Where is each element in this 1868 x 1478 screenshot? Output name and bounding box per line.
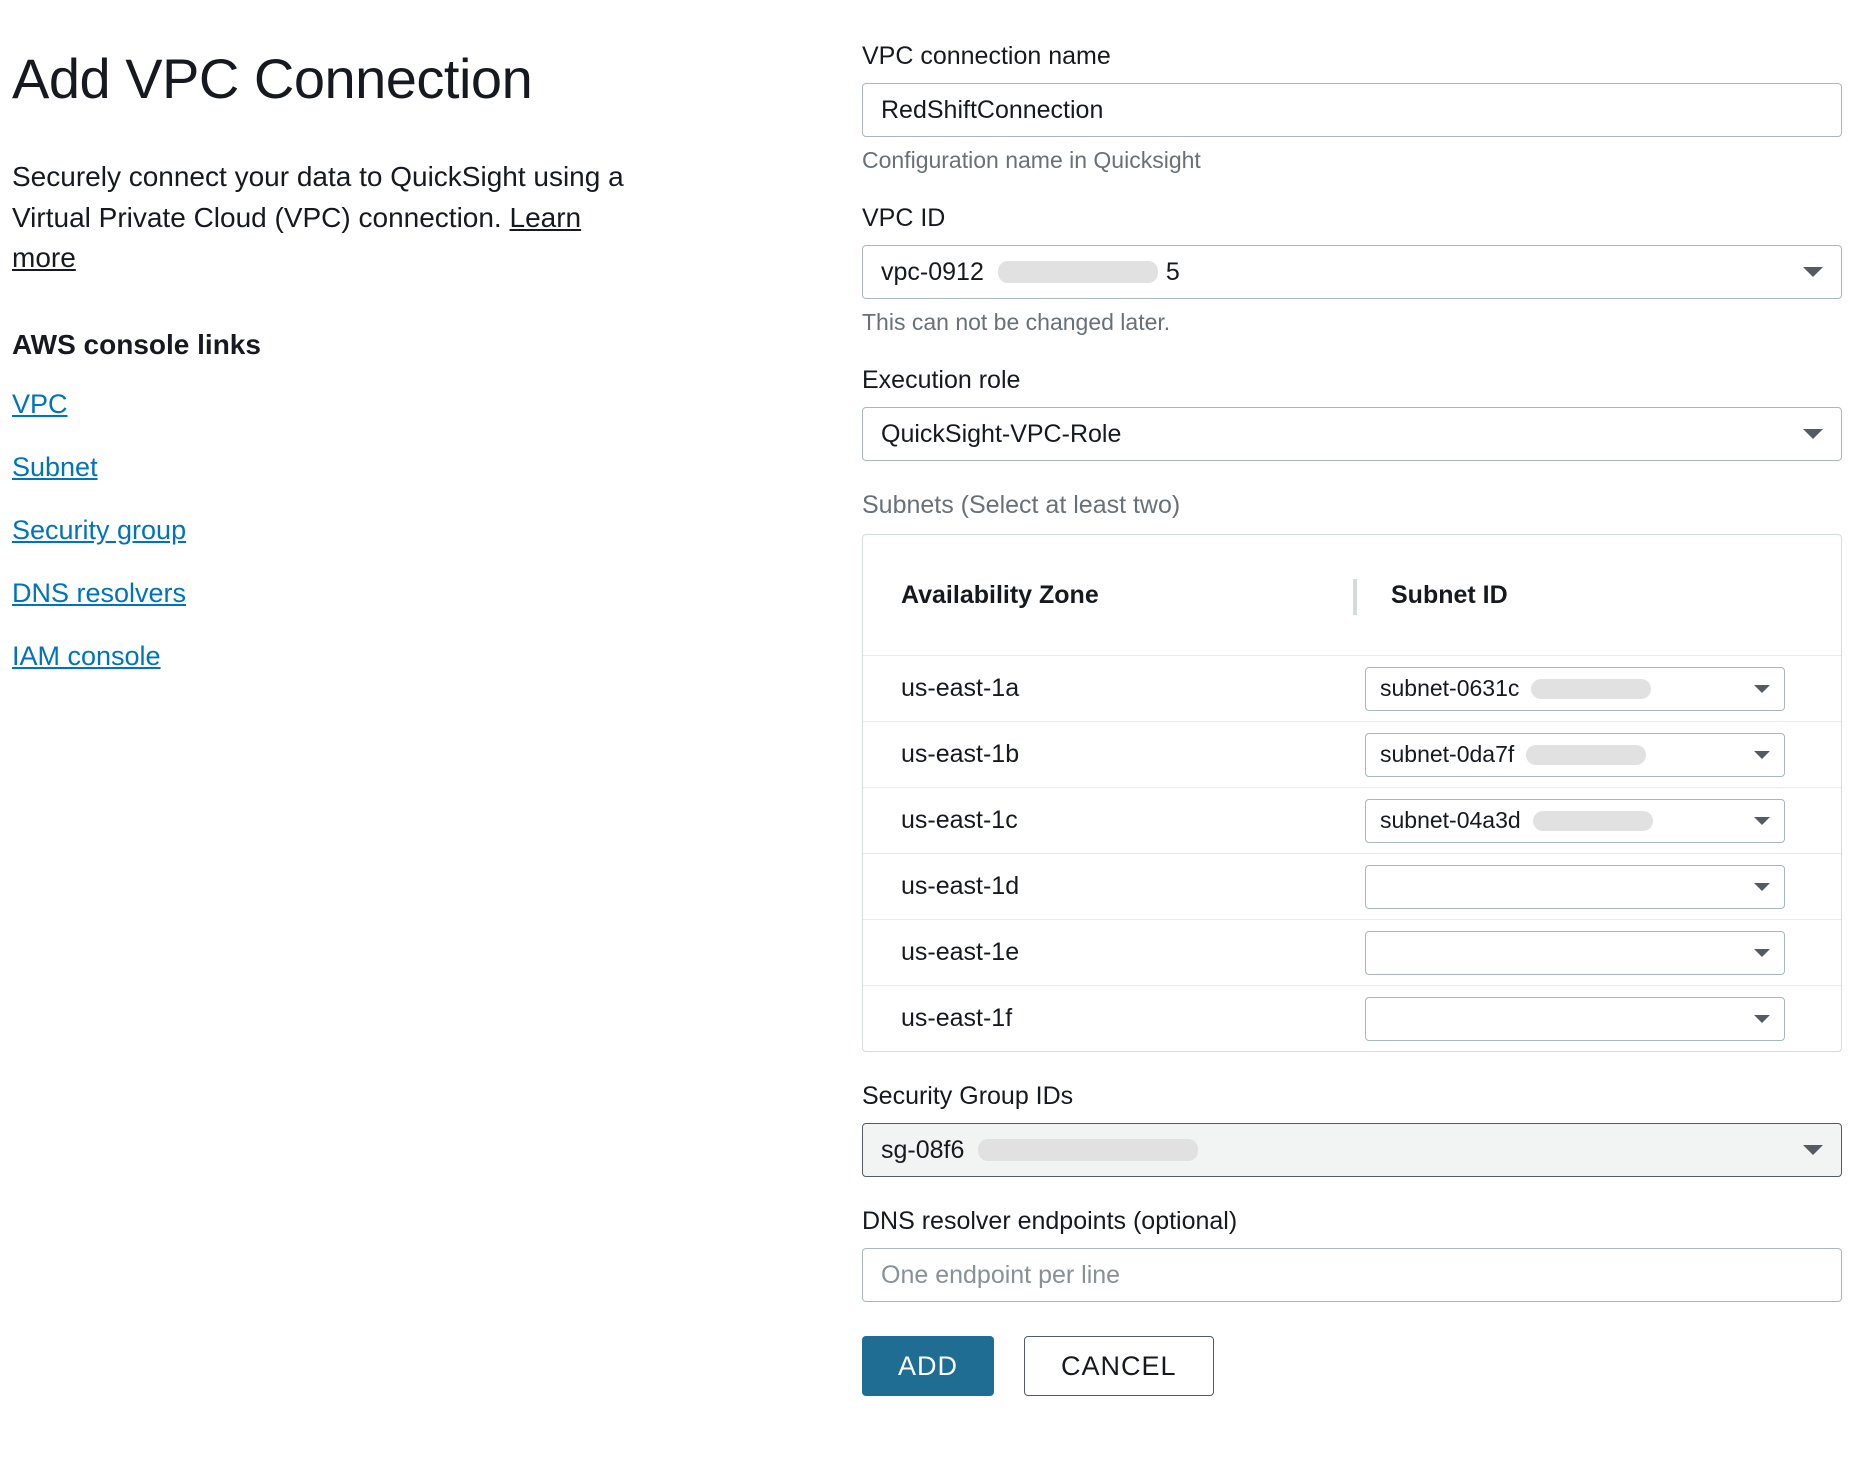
chevron-down-icon [1803,267,1823,277]
dns-label: DNS resolver endpoints (optional) [862,1207,1842,1236]
page-container: Add VPC Connection Securely connect your… [12,12,1856,1396]
security-group-select[interactable]: sg-08f6 [862,1123,1842,1177]
az-cell: us-east-1a [863,674,1353,703]
left-panel: Add VPC Connection Securely connect your… [12,12,772,1396]
subnet-select[interactable] [1365,931,1785,975]
sg-label: Security Group IDs [862,1082,1842,1111]
conn-name-input[interactable] [862,83,1842,137]
table-row: us-east-1b subnet-0da7f [863,721,1841,787]
subnet-redacted [1533,811,1653,831]
subnet-select[interactable] [1365,865,1785,909]
vpc-id-value: vpc-0912 5 [881,258,1180,287]
vpc-id-select[interactable]: vpc-0912 5 [862,245,1842,299]
az-cell: us-east-1c [863,806,1353,835]
dns-endpoints-input[interactable] [862,1248,1842,1302]
table-row: us-east-1f [863,985,1841,1051]
link-vpc[interactable]: VPC [12,389,68,420]
add-button[interactable]: ADD [862,1336,994,1396]
chevron-down-icon [1754,1015,1770,1023]
chevron-down-icon [1754,949,1770,957]
link-dns-resolvers[interactable]: DNS resolvers [12,578,186,609]
chevron-down-icon [1754,751,1770,759]
chevron-down-icon [1803,1145,1823,1155]
subnet-table: Availability Zone Subnet ID us-east-1a s… [862,534,1842,1052]
conn-name-helper: Configuration name in Quicksight [862,147,1842,174]
table-row: us-east-1c subnet-04a3d [863,787,1841,853]
vpc-id-suffix: 5 [1166,258,1180,287]
chevron-down-icon [1803,429,1823,439]
table-row: us-east-1e [863,919,1841,985]
subnet-table-header: Availability Zone Subnet ID [863,535,1841,655]
subnet-redacted [1531,679,1651,699]
sg-value: sg-08f6 [881,1136,1198,1165]
link-subnet[interactable]: Subnet [12,452,98,483]
vpc-id-label: VPC ID [862,204,1842,233]
vpc-id-helper: This can not be changed later. [862,309,1842,336]
vpc-id-redacted [998,261,1158,283]
page-title: Add VPC Connection [12,46,772,111]
az-cell: us-east-1e [863,938,1353,967]
button-row: ADD CANCEL [862,1336,1842,1396]
sg-prefix: sg-08f6 [881,1136,964,1165]
link-security-group[interactable]: Security group [12,515,186,546]
console-links-heading: AWS console links [12,329,772,361]
exec-role-label: Execution role [862,366,1842,395]
subnet-prefix: subnet-0631c [1380,675,1519,702]
header-divider [1353,579,1357,615]
table-row: us-east-1d [863,853,1841,919]
chevron-down-icon [1754,883,1770,891]
subnet-select[interactable]: subnet-0da7f [1365,733,1785,777]
subnet-redacted [1526,745,1646,765]
exec-role-value: QuickSight-VPC-Role [881,420,1121,449]
cancel-button[interactable]: CANCEL [1024,1336,1214,1396]
az-cell: us-east-1d [863,872,1353,901]
az-cell: us-east-1b [863,740,1353,769]
chevron-down-icon [1754,817,1770,825]
form-panel: VPC connection name Configuration name i… [862,12,1842,1396]
exec-role-select[interactable]: QuickSight-VPC-Role [862,407,1842,461]
col-header-az: Availability Zone [863,581,1353,610]
link-iam-console[interactable]: IAM console [12,641,161,672]
table-row: us-east-1a subnet-0631c [863,655,1841,721]
subnet-prefix: subnet-0da7f [1380,741,1514,768]
vpc-id-prefix: vpc-0912 [881,258,984,287]
page-subtitle: Securely connect your data to QuickSight… [12,157,652,279]
az-cell: us-east-1f [863,1004,1353,1033]
chevron-down-icon [1754,685,1770,693]
col-header-subnet-id: Subnet ID [1353,581,1841,610]
subnet-select[interactable]: subnet-04a3d [1365,799,1785,843]
sg-redacted [978,1139,1198,1161]
console-links: VPC Subnet Security group DNS resolvers … [12,389,772,672]
conn-name-label: VPC connection name [862,42,1842,71]
subnets-label: Subnets (Select at least two) [862,491,1842,520]
subnet-select[interactable] [1365,997,1785,1041]
subnet-prefix: subnet-04a3d [1380,807,1521,834]
subnet-select[interactable]: subnet-0631c [1365,667,1785,711]
